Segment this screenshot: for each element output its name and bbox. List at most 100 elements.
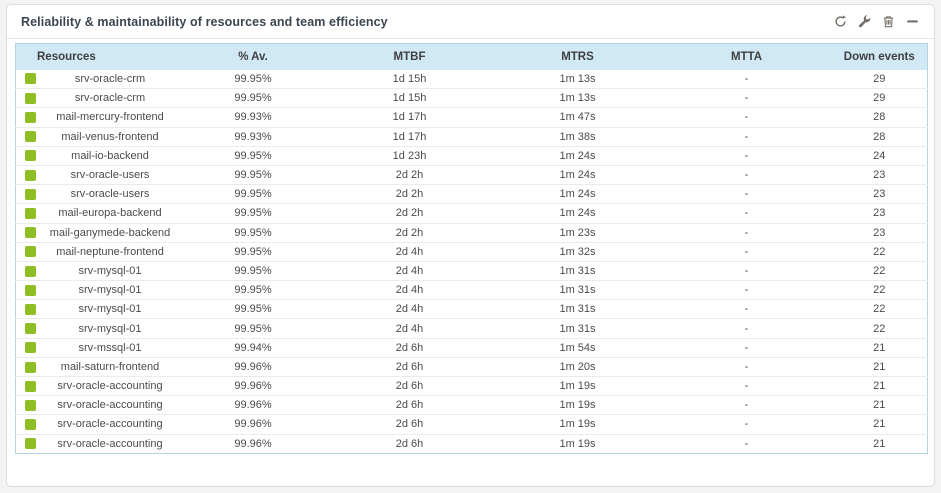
resource-name[interactable]: mail-europa-backend: [39, 203, 181, 224]
resource-name[interactable]: srv-mysql-01: [39, 280, 181, 301]
status-cell: [15, 280, 40, 301]
resource-name[interactable]: srv-oracle-crm: [39, 69, 181, 90]
table-row[interactable]: srv-mysql-01 99.95% 2d 4h 1m 31s - 22: [15, 318, 928, 339]
mtrs-value: 1m 31s: [493, 261, 662, 282]
resource-name[interactable]: srv-oracle-users: [39, 184, 181, 205]
configure-button[interactable]: [857, 14, 872, 29]
availability-value: 99.95%: [180, 261, 326, 282]
minimize-button[interactable]: [905, 14, 920, 29]
table-row[interactable]: srv-oracle-crm 99.95% 1d 15h 1m 13s - 29: [15, 69, 928, 90]
availability-value: 99.95%: [180, 165, 326, 186]
resource-name[interactable]: srv-oracle-crm: [39, 88, 181, 109]
mtrs-value: 1m 38s: [493, 127, 662, 147]
table-row[interactable]: mail-venus-frontend 99.93% 1d 17h 1m 38s…: [15, 127, 928, 147]
mtbf-value: 2d 4h: [325, 242, 494, 262]
resource-name[interactable]: srv-oracle-accounting: [57, 437, 163, 450]
table-row[interactable]: mail-neptune-frontend 99.95% 2d 4h 1m 32…: [15, 242, 928, 262]
mtta-value: -: [661, 414, 832, 435]
table-row[interactable]: srv-oracle-accounting 99.96% 2d 6h 1m 19…: [15, 395, 928, 416]
resource-name[interactable]: mail-mercury-frontend: [39, 107, 181, 128]
refresh-button[interactable]: [833, 14, 848, 29]
column-header-mtrs[interactable]: MTRS: [493, 43, 662, 70]
mtta-value: -: [744, 437, 749, 450]
column-header-availability[interactable]: % Av.: [180, 43, 326, 70]
mtbf-value: 2d 4h: [325, 318, 494, 339]
column-header-mtta[interactable]: MTTA: [661, 43, 832, 70]
mtbf-value: 2d 6h: [325, 357, 494, 378]
delete-button[interactable]: [881, 14, 896, 29]
resource-name[interactable]: srv-mssql-01: [39, 338, 181, 358]
resource-name[interactable]: mail-neptune-frontend: [39, 242, 181, 262]
mtrs-value: 1m 31s: [493, 318, 662, 339]
resource-name[interactable]: mail-io-backend: [39, 146, 181, 166]
status-ok-icon: [25, 131, 37, 143]
status-cell: [15, 127, 40, 147]
mtbf-value: 1d 15h: [325, 69, 494, 90]
resource-name[interactable]: srv-mysql-01: [39, 318, 181, 339]
mtrs-value: 1m 20s: [493, 357, 662, 378]
table-row[interactable]: mail-saturn-frontend 99.96% 2d 6h 1m 20s…: [15, 357, 928, 378]
table-row[interactable]: mail-europa-backend 99.95% 2d 2h 1m 24s …: [15, 203, 928, 224]
resource-name[interactable]: mail-saturn-frontend: [39, 357, 181, 378]
resource-name[interactable]: srv-oracle-users: [39, 165, 181, 186]
table-row[interactable]: srv-oracle-users 99.95% 2d 2h 1m 24s - 2…: [15, 165, 928, 186]
status-cell: [15, 146, 40, 166]
mtta-value: -: [661, 69, 832, 90]
status-cell: [15, 88, 40, 109]
widget-header: Reliability & maintainability of resourc…: [7, 5, 934, 39]
table-body: srv-oracle-crm 99.95% 1d 15h 1m 13s - 29…: [15, 69, 928, 454]
table-row[interactable]: srv-oracle-accounting 99.96% 2d 6h 1m 19…: [15, 376, 928, 397]
status-ok-icon: [25, 380, 37, 392]
status-ok-icon: [25, 92, 37, 104]
resource-name[interactable]: srv-oracle-accounting: [39, 395, 181, 416]
table-row[interactable]: srv-oracle-accounting 99.96% 2d 6h 1m 19…: [16, 434, 928, 453]
table-row[interactable]: srv-mysql-01 99.95% 2d 4h 1m 31s - 22: [15, 280, 928, 301]
resource-name[interactable]: srv-oracle-accounting: [39, 376, 181, 397]
resource-name[interactable]: srv-mysql-01: [39, 299, 181, 320]
column-header-down-events[interactable]: Down events: [831, 43, 928, 70]
status-ok-icon: [25, 169, 37, 181]
resource-name[interactable]: mail-ganymede-backend: [39, 223, 181, 243]
resource-name[interactable]: srv-oracle-accounting: [39, 414, 181, 435]
mtrs-value: 1m 47s: [493, 107, 662, 128]
table-row[interactable]: srv-oracle-accounting 99.96% 2d 6h 1m 19…: [15, 414, 928, 435]
mtta-value: -: [661, 376, 832, 397]
column-header-resources[interactable]: Resources: [15, 43, 181, 70]
table-row[interactable]: mail-mercury-frontend 99.93% 1d 17h 1m 4…: [15, 107, 928, 128]
table-row[interactable]: srv-mssql-01 99.94% 2d 6h 1m 54s - 21: [15, 338, 928, 358]
resource-name[interactable]: srv-mysql-01: [39, 261, 181, 282]
status-ok-icon: [25, 150, 37, 162]
column-header-mtbf[interactable]: MTBF: [325, 43, 494, 70]
mtta-value: -: [661, 184, 832, 205]
mtrs-value: 1m 31s: [493, 299, 662, 320]
mtta-value: -: [661, 395, 832, 416]
mtrs-value: 1m 54s: [493, 338, 662, 358]
resource-name[interactable]: mail-venus-frontend: [39, 127, 181, 147]
widget-panel: Reliability & maintainability of resourc…: [6, 4, 935, 487]
status-ok-icon: [25, 438, 37, 450]
mtta-value: -: [661, 299, 832, 320]
availability-value: 99.95%: [180, 69, 326, 90]
status-ok-icon: [25, 265, 37, 277]
mtbf-value: 2d 4h: [325, 280, 494, 301]
mtta-value: -: [661, 338, 832, 358]
widget-toolbar: [833, 14, 920, 29]
mtta-value: -: [661, 107, 832, 128]
mtrs-value: 1m 19s: [559, 437, 596, 450]
status-cell: [15, 376, 40, 397]
availability-value: 99.95%: [180, 88, 326, 109]
mtbf-value: 1d 23h: [325, 146, 494, 166]
table-row[interactable]: srv-mysql-01 99.95% 2d 4h 1m 31s - 22: [15, 261, 928, 282]
status-ok-icon: [25, 303, 37, 315]
table-row[interactable]: mail-io-backend 99.95% 1d 23h 1m 24s - 2…: [15, 146, 928, 166]
table-row[interactable]: mail-ganymede-backend 99.95% 2d 2h 1m 23…: [15, 223, 928, 243]
table-row[interactable]: srv-oracle-crm 99.95% 1d 15h 1m 13s - 29: [15, 88, 928, 109]
mtrs-value: 1m 24s: [493, 165, 662, 186]
status-cell: [15, 338, 40, 358]
down-events-value: 21: [831, 414, 928, 435]
table-row[interactable]: srv-oracle-users 99.95% 2d 2h 1m 24s - 2…: [15, 184, 928, 205]
down-events-value: 21: [831, 376, 928, 397]
table-row[interactable]: srv-mysql-01 99.95% 2d 4h 1m 31s - 22: [15, 299, 928, 320]
status-cell: [15, 203, 40, 224]
trash-icon: [882, 15, 895, 28]
